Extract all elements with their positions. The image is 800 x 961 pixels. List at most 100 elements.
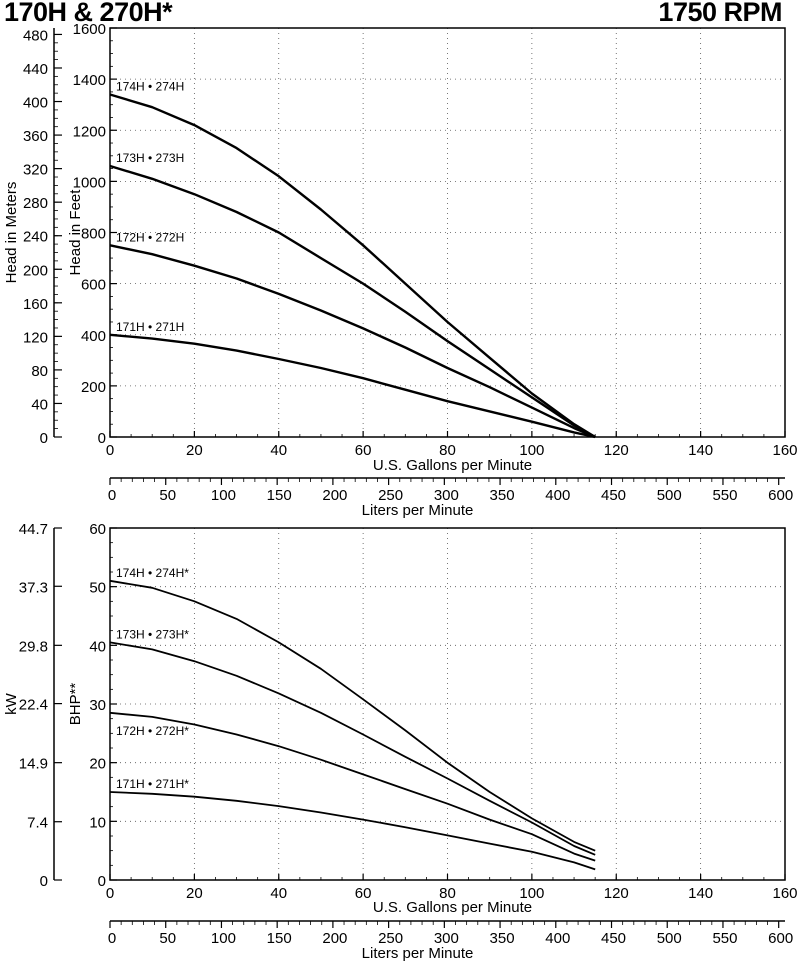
panel2-series-line bbox=[109, 641, 596, 856]
panel1-y-tick-label: 200 bbox=[81, 379, 106, 396]
chart-title: 170H & 270H* bbox=[4, 0, 173, 27]
panel1-x-tick-label: 60 bbox=[355, 442, 372, 459]
panel1-y2-tick-label: 280 bbox=[23, 195, 48, 212]
panel2-x-tick-label: 20 bbox=[186, 885, 203, 902]
panel2-x2-tick-label: 200 bbox=[322, 930, 347, 947]
panel1-y-axis-title: Head in Feet bbox=[67, 189, 84, 276]
panel1-y2-tick-label: 40 bbox=[31, 396, 48, 413]
panel1-y-tick-label: 0 bbox=[98, 430, 106, 447]
panel1-x-tick-label: 80 bbox=[439, 442, 456, 459]
panel1-y2-tick-label: 160 bbox=[23, 296, 48, 313]
panel1-x2-tick-label: 100 bbox=[211, 487, 236, 504]
panel1-x-tick-label: 140 bbox=[688, 442, 713, 459]
panel1-x2-tick-label: 200 bbox=[322, 487, 347, 504]
panel2-y-tick-label: 20 bbox=[89, 756, 106, 773]
panel1-x2-tick-label: 600 bbox=[768, 487, 793, 504]
rpm-label: 1750 RPM bbox=[658, 0, 782, 27]
panel2-x-tick-label: 100 bbox=[519, 885, 544, 902]
panel2-series-label: 171H • 271H* bbox=[116, 777, 189, 791]
panel1-x2-tick-label: 400 bbox=[545, 487, 570, 504]
panel2-x2-tick-label: 0 bbox=[108, 930, 116, 947]
panel1-series-line bbox=[109, 333, 596, 439]
panel1-y-tick-label: 400 bbox=[81, 328, 106, 345]
panel1-plot-frame bbox=[109, 27, 786, 438]
panel1-x2-tick-label: 150 bbox=[267, 487, 292, 504]
panel2-x2-tick-label: 250 bbox=[378, 930, 403, 947]
panel1-x2-tick-label: 0 bbox=[108, 487, 116, 504]
panel1-y2-tick-label: 400 bbox=[23, 95, 48, 112]
panel2-x-axis-title: U.S. Gallons per Minute bbox=[373, 899, 532, 916]
panel2-series-line bbox=[109, 579, 596, 852]
panel2-x2-tick-label: 600 bbox=[768, 930, 793, 947]
panel1-y2-tick-label: 200 bbox=[23, 262, 48, 279]
panel1-x-tick-label: 0 bbox=[106, 442, 114, 459]
panel2-series-label: 174H • 274H* bbox=[116, 566, 189, 580]
panel2-series-label: 172H • 272H* bbox=[116, 724, 189, 738]
panel2-x-tick-label: 60 bbox=[355, 885, 372, 902]
panel1-series-label: 173H • 273H bbox=[116, 151, 184, 165]
panel2-x-tick-label: 140 bbox=[688, 885, 713, 902]
panel1-y2-tick-label: 360 bbox=[23, 128, 48, 145]
panel2-x2-tick-label: 450 bbox=[601, 930, 626, 947]
panel2-y2-tick-label: 29.8 bbox=[19, 638, 48, 655]
panel2-x-tick-label: 160 bbox=[772, 885, 797, 902]
panel2-y2-tick-label: 44.7 bbox=[19, 521, 48, 538]
panel2-y-tick-label: 30 bbox=[89, 697, 106, 714]
panel2-y2-tick-label: 14.9 bbox=[19, 756, 48, 773]
panel1-x-tick-label: 120 bbox=[604, 442, 629, 459]
panel2-y-tick-label: 60 bbox=[89, 521, 106, 538]
panel1-y2-tick-label: 0 bbox=[40, 430, 48, 447]
panel2-x-tick-label: 80 bbox=[439, 885, 456, 902]
panel2-y-tick-label: 10 bbox=[89, 814, 106, 831]
panel2-y-axis-title: BHP** bbox=[67, 683, 84, 726]
panel1-x2-tick-label: 250 bbox=[378, 487, 403, 504]
panel1-y-tick-label: 1600 bbox=[73, 21, 106, 38]
panel1-y-tick-label: 600 bbox=[81, 277, 106, 294]
panel1-x-tick-label: 20 bbox=[186, 442, 203, 459]
panel1-y-tick-label: 1400 bbox=[73, 72, 106, 89]
panel1-series-label: 171H • 271H bbox=[116, 320, 184, 334]
panel1-x2-axis-title: Liters per Minute bbox=[362, 502, 474, 519]
panel1-y2-tick-label: 320 bbox=[23, 162, 48, 179]
panel2-y2-tick-label: 0 bbox=[40, 873, 48, 890]
panel1-series-line bbox=[109, 164, 596, 439]
panel1-x2-tick-label: 450 bbox=[601, 487, 626, 504]
panel1-series-line bbox=[109, 93, 596, 439]
panel1-x-tick-label: 40 bbox=[270, 442, 287, 459]
panel1-y2-axis-title: Head in Meters bbox=[3, 182, 20, 284]
panel2-series-line bbox=[109, 711, 596, 862]
panel2-series-label: 173H • 273H* bbox=[116, 627, 189, 641]
panel1-x-axis-title: U.S. Gallons per Minute bbox=[373, 457, 532, 474]
panel1-x2-tick-label: 300 bbox=[434, 487, 459, 504]
panel2-y2-axis-title: kW bbox=[3, 692, 20, 715]
panel2-x2-tick-label: 150 bbox=[267, 930, 292, 947]
panel2-x-tick-label: 120 bbox=[604, 885, 629, 902]
panel1-y2-tick-label: 80 bbox=[31, 363, 48, 380]
panel1-y-tick-label: 800 bbox=[81, 226, 106, 243]
panel1-y-tick-label: 1000 bbox=[73, 174, 106, 191]
panel2-x2-tick-label: 400 bbox=[545, 930, 570, 947]
panel1-x2-tick-label: 500 bbox=[657, 487, 682, 504]
panel2-y-tick-label: 0 bbox=[98, 873, 106, 890]
panel2-x2-tick-label: 500 bbox=[657, 930, 682, 947]
panel2-series-line bbox=[109, 791, 596, 871]
panel1-x2-tick-label: 350 bbox=[490, 487, 515, 504]
panel1-y2-tick-label: 240 bbox=[23, 229, 48, 246]
panel2-y2-tick-label: 22.4 bbox=[19, 697, 48, 714]
panel1-x-tick-label: 100 bbox=[519, 442, 544, 459]
panel2-x2-tick-label: 550 bbox=[712, 930, 737, 947]
panel1-series-line bbox=[109, 244, 596, 439]
panel1-y2-tick-label: 440 bbox=[23, 61, 48, 78]
panel1-y-tick-label: 1200 bbox=[73, 123, 106, 140]
panel2-x-tick-label: 0 bbox=[106, 885, 114, 902]
panel2-y-tick-label: 50 bbox=[89, 580, 106, 597]
panel2-x2-tick-label: 300 bbox=[434, 930, 459, 947]
panel1-series-label: 172H • 272H bbox=[116, 230, 184, 244]
panel2-y2-tick-label: 37.3 bbox=[19, 579, 48, 596]
panel2-y2-tick-label: 7.4 bbox=[27, 815, 48, 832]
panel2-x2-tick-label: 50 bbox=[159, 930, 176, 947]
panel1-series-label: 174H • 274H bbox=[116, 79, 184, 93]
panel2-x2-tick-label: 350 bbox=[490, 930, 515, 947]
panel1-x2-tick-label: 50 bbox=[159, 487, 176, 504]
